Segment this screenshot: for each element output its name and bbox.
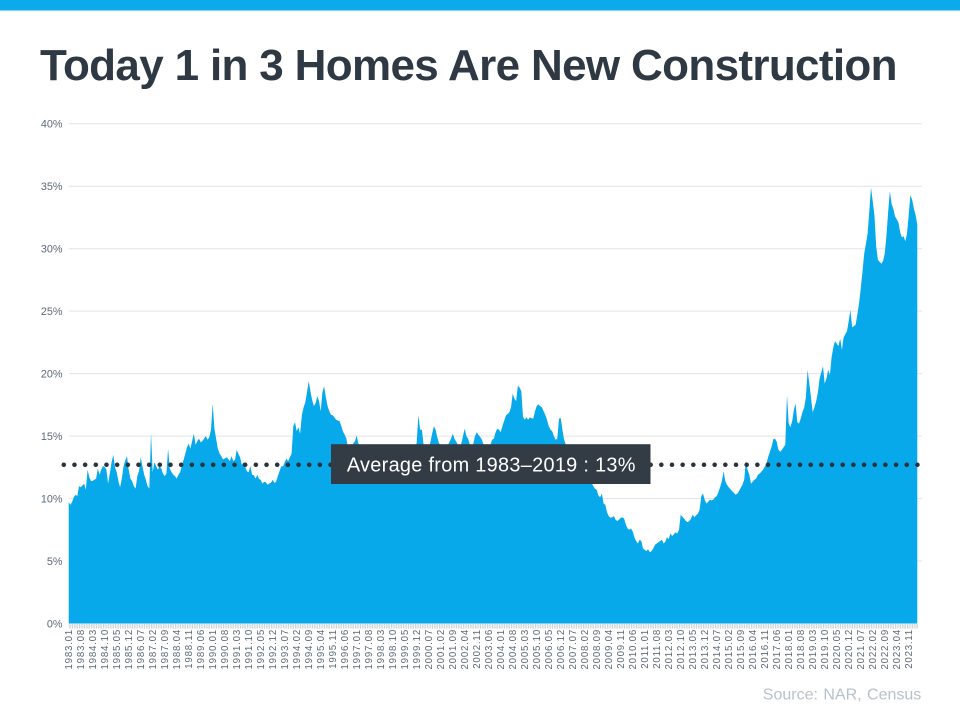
svg-text:1984.03: 1984.03 (88, 629, 99, 669)
svg-text:1985.12: 1985.12 (124, 629, 135, 669)
svg-text:2020.12: 2020.12 (844, 629, 855, 669)
svg-text:1986.07: 1986.07 (136, 629, 147, 669)
svg-text:2003.06: 2003.06 (484, 629, 495, 669)
svg-text:1996.06: 1996.06 (340, 629, 351, 669)
svg-text:1988.11: 1988.11 (184, 629, 195, 669)
svg-text:1985.05: 1985.05 (112, 629, 123, 669)
svg-text:2023.11: 2023.11 (904, 629, 915, 669)
svg-text:2006.12: 2006.12 (556, 629, 567, 669)
svg-text:1995.04: 1995.04 (316, 629, 327, 669)
svg-text:1983.08: 1983.08 (76, 629, 87, 669)
svg-text:2017.06: 2017.06 (772, 629, 783, 669)
svg-text:2018.08: 2018.08 (796, 629, 807, 669)
svg-text:2021.07: 2021.07 (856, 629, 867, 669)
svg-text:30%: 30% (41, 244, 63, 256)
svg-text:2019.10: 2019.10 (820, 629, 831, 669)
svg-text:1999.12: 1999.12 (412, 629, 423, 669)
svg-text:2008.02: 2008.02 (580, 629, 591, 669)
svg-text:1984.10: 1984.10 (100, 629, 111, 669)
svg-text:2000.07: 2000.07 (424, 629, 435, 669)
svg-text:40%: 40% (41, 119, 63, 131)
svg-text:2004.08: 2004.08 (508, 629, 519, 669)
svg-text:20%: 20% (41, 369, 63, 381)
svg-text:2011.01: 2011.01 (640, 629, 651, 669)
svg-text:1993.07: 1993.07 (280, 629, 291, 669)
svg-text:2001.09: 2001.09 (448, 629, 459, 669)
svg-text:2002.04: 2002.04 (460, 629, 471, 669)
svg-text:2014.07: 2014.07 (712, 629, 723, 669)
svg-text:1990.08: 1990.08 (220, 629, 231, 669)
svg-text:2023.04: 2023.04 (892, 629, 903, 669)
svg-text:2013.05: 2013.05 (688, 629, 699, 669)
svg-text:2001.02: 2001.02 (436, 629, 447, 669)
svg-text:1998.03: 1998.03 (376, 629, 387, 669)
svg-text:1997.01: 1997.01 (352, 629, 363, 669)
svg-text:2018.01: 2018.01 (784, 629, 795, 669)
svg-text:1989.06: 1989.06 (196, 629, 207, 669)
svg-text:1991.10: 1991.10 (244, 629, 255, 669)
svg-text:1994.09: 1994.09 (304, 629, 315, 669)
svg-text:1991.03: 1991.03 (232, 629, 243, 669)
svg-text:1983.01: 1983.01 (64, 629, 75, 669)
svg-text:2008.09: 2008.09 (592, 629, 603, 669)
svg-text:2010.06: 2010.06 (628, 629, 639, 669)
svg-text:2005.03: 2005.03 (520, 629, 531, 669)
svg-text:1999.05: 1999.05 (400, 629, 411, 669)
svg-text:1998.10: 1998.10 (388, 629, 399, 669)
svg-text:Today 1 in 3 Homes Are New Con: Today 1 in 3 Homes Are New Construction (40, 41, 897, 90)
svg-text:15%: 15% (41, 431, 63, 443)
svg-text:2022.02: 2022.02 (868, 629, 879, 669)
svg-text:2015.09: 2015.09 (736, 629, 747, 669)
svg-text:2006.05: 2006.05 (544, 629, 555, 669)
svg-text:5%: 5% (47, 556, 63, 568)
svg-text:2002.11: 2002.11 (472, 629, 483, 669)
svg-text:2011.08: 2011.08 (652, 629, 663, 669)
svg-text:2020.05: 2020.05 (832, 629, 843, 669)
svg-text:35%: 35% (41, 181, 63, 193)
svg-text:2019.03: 2019.03 (808, 629, 819, 669)
svg-text:1988.04: 1988.04 (172, 629, 183, 669)
svg-text:Average from 1983–2019 : 13%: Average from 1983–2019 : 13% (347, 454, 636, 476)
svg-text:2009.04: 2009.04 (604, 629, 615, 669)
svg-text:2009.11: 2009.11 (616, 629, 627, 669)
svg-text:1997.08: 1997.08 (364, 629, 375, 669)
svg-text:2016.04: 2016.04 (748, 629, 759, 669)
svg-text:25%: 25% (41, 306, 63, 318)
svg-text:1992.05: 1992.05 (256, 629, 267, 669)
svg-text:2012.10: 2012.10 (676, 629, 687, 669)
svg-text:1995.11: 1995.11 (328, 629, 339, 669)
svg-text:2016.11: 2016.11 (760, 629, 771, 669)
svg-text:1987.09: 1987.09 (160, 629, 171, 669)
svg-text:1987.02: 1987.02 (148, 629, 159, 669)
svg-text:2013.12: 2013.12 (700, 629, 711, 669)
svg-text:2005.10: 2005.10 (532, 629, 543, 669)
svg-text:1992.12: 1992.12 (268, 629, 279, 669)
svg-text:2004.01: 2004.01 (496, 629, 507, 669)
svg-text:1994.02: 1994.02 (292, 629, 303, 669)
svg-text:10%: 10% (41, 494, 63, 506)
svg-text:2012.03: 2012.03 (664, 629, 675, 669)
svg-text:1990.01: 1990.01 (208, 629, 219, 669)
svg-text:2007.07: 2007.07 (568, 629, 579, 669)
svg-text:2015.02: 2015.02 (724, 629, 735, 669)
svg-text:2022.09: 2022.09 (880, 629, 891, 669)
svg-text:0%: 0% (47, 619, 63, 631)
svg-text:Source: NAR, Census: Source: NAR, Census (763, 686, 922, 703)
